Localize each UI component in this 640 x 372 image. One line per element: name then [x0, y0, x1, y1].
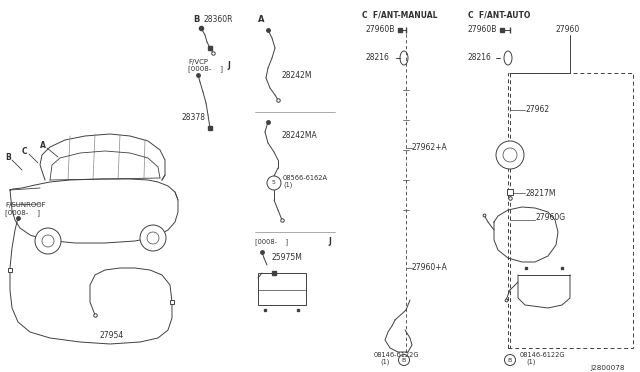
Text: 27960G: 27960G — [535, 214, 565, 222]
Text: 27960B: 27960B — [365, 26, 394, 35]
Text: J: J — [227, 61, 230, 70]
Text: [0008-    ]: [0008- ] — [255, 238, 288, 246]
Circle shape — [267, 176, 281, 190]
Text: (1): (1) — [526, 359, 536, 365]
Bar — [258, 273, 306, 305]
Ellipse shape — [400, 51, 408, 65]
Text: 28242MA: 28242MA — [282, 131, 317, 140]
Text: (1): (1) — [283, 182, 292, 188]
Text: 08566-6162A: 08566-6162A — [283, 175, 328, 181]
Circle shape — [35, 228, 61, 254]
Bar — [508, 73, 633, 348]
Circle shape — [504, 355, 515, 366]
Text: 27954: 27954 — [100, 330, 124, 340]
Circle shape — [140, 225, 166, 251]
Text: C  F/ANT-MANUAL: C F/ANT-MANUAL — [362, 10, 438, 19]
Text: 27960+A: 27960+A — [412, 263, 448, 273]
Text: 28360R: 28360R — [203, 16, 232, 25]
Text: J: J — [328, 237, 331, 247]
Ellipse shape — [504, 51, 512, 65]
Text: B: B — [508, 357, 512, 362]
Text: 28242M: 28242M — [282, 71, 312, 80]
Text: (1): (1) — [380, 359, 389, 365]
Text: 25975M: 25975M — [272, 253, 303, 263]
Text: 28216: 28216 — [468, 54, 492, 62]
Text: 27962: 27962 — [525, 106, 549, 115]
Text: C: C — [22, 148, 28, 157]
Text: B: B — [402, 357, 406, 362]
Text: 28378: 28378 — [182, 113, 206, 122]
Text: 08146-6122G: 08146-6122G — [374, 352, 419, 358]
Text: 28217M: 28217M — [525, 189, 556, 198]
Circle shape — [496, 141, 524, 169]
Text: 27960B: 27960B — [468, 26, 497, 35]
Text: 5: 5 — [272, 180, 276, 186]
Text: A: A — [40, 141, 46, 151]
Text: B: B — [5, 154, 11, 163]
Text: 27962+A: 27962+A — [412, 144, 448, 153]
Text: J2800078: J2800078 — [590, 365, 625, 371]
Text: B: B — [193, 16, 200, 25]
Text: [0008-    ]: [0008- ] — [5, 210, 40, 217]
Text: F/VCP: F/VCP — [188, 59, 208, 65]
Circle shape — [42, 235, 54, 247]
Circle shape — [399, 355, 410, 366]
Text: [0008-    ]: [0008- ] — [188, 65, 223, 73]
Text: C  F/ANT-AUTO: C F/ANT-AUTO — [468, 10, 531, 19]
Circle shape — [147, 232, 159, 244]
Text: A: A — [258, 16, 264, 25]
Text: 28216: 28216 — [365, 54, 389, 62]
Text: F/SUNROOF: F/SUNROOF — [5, 202, 45, 208]
Text: 08146-6122G: 08146-6122G — [520, 352, 566, 358]
Circle shape — [503, 148, 517, 162]
Text: 27960: 27960 — [555, 26, 579, 35]
